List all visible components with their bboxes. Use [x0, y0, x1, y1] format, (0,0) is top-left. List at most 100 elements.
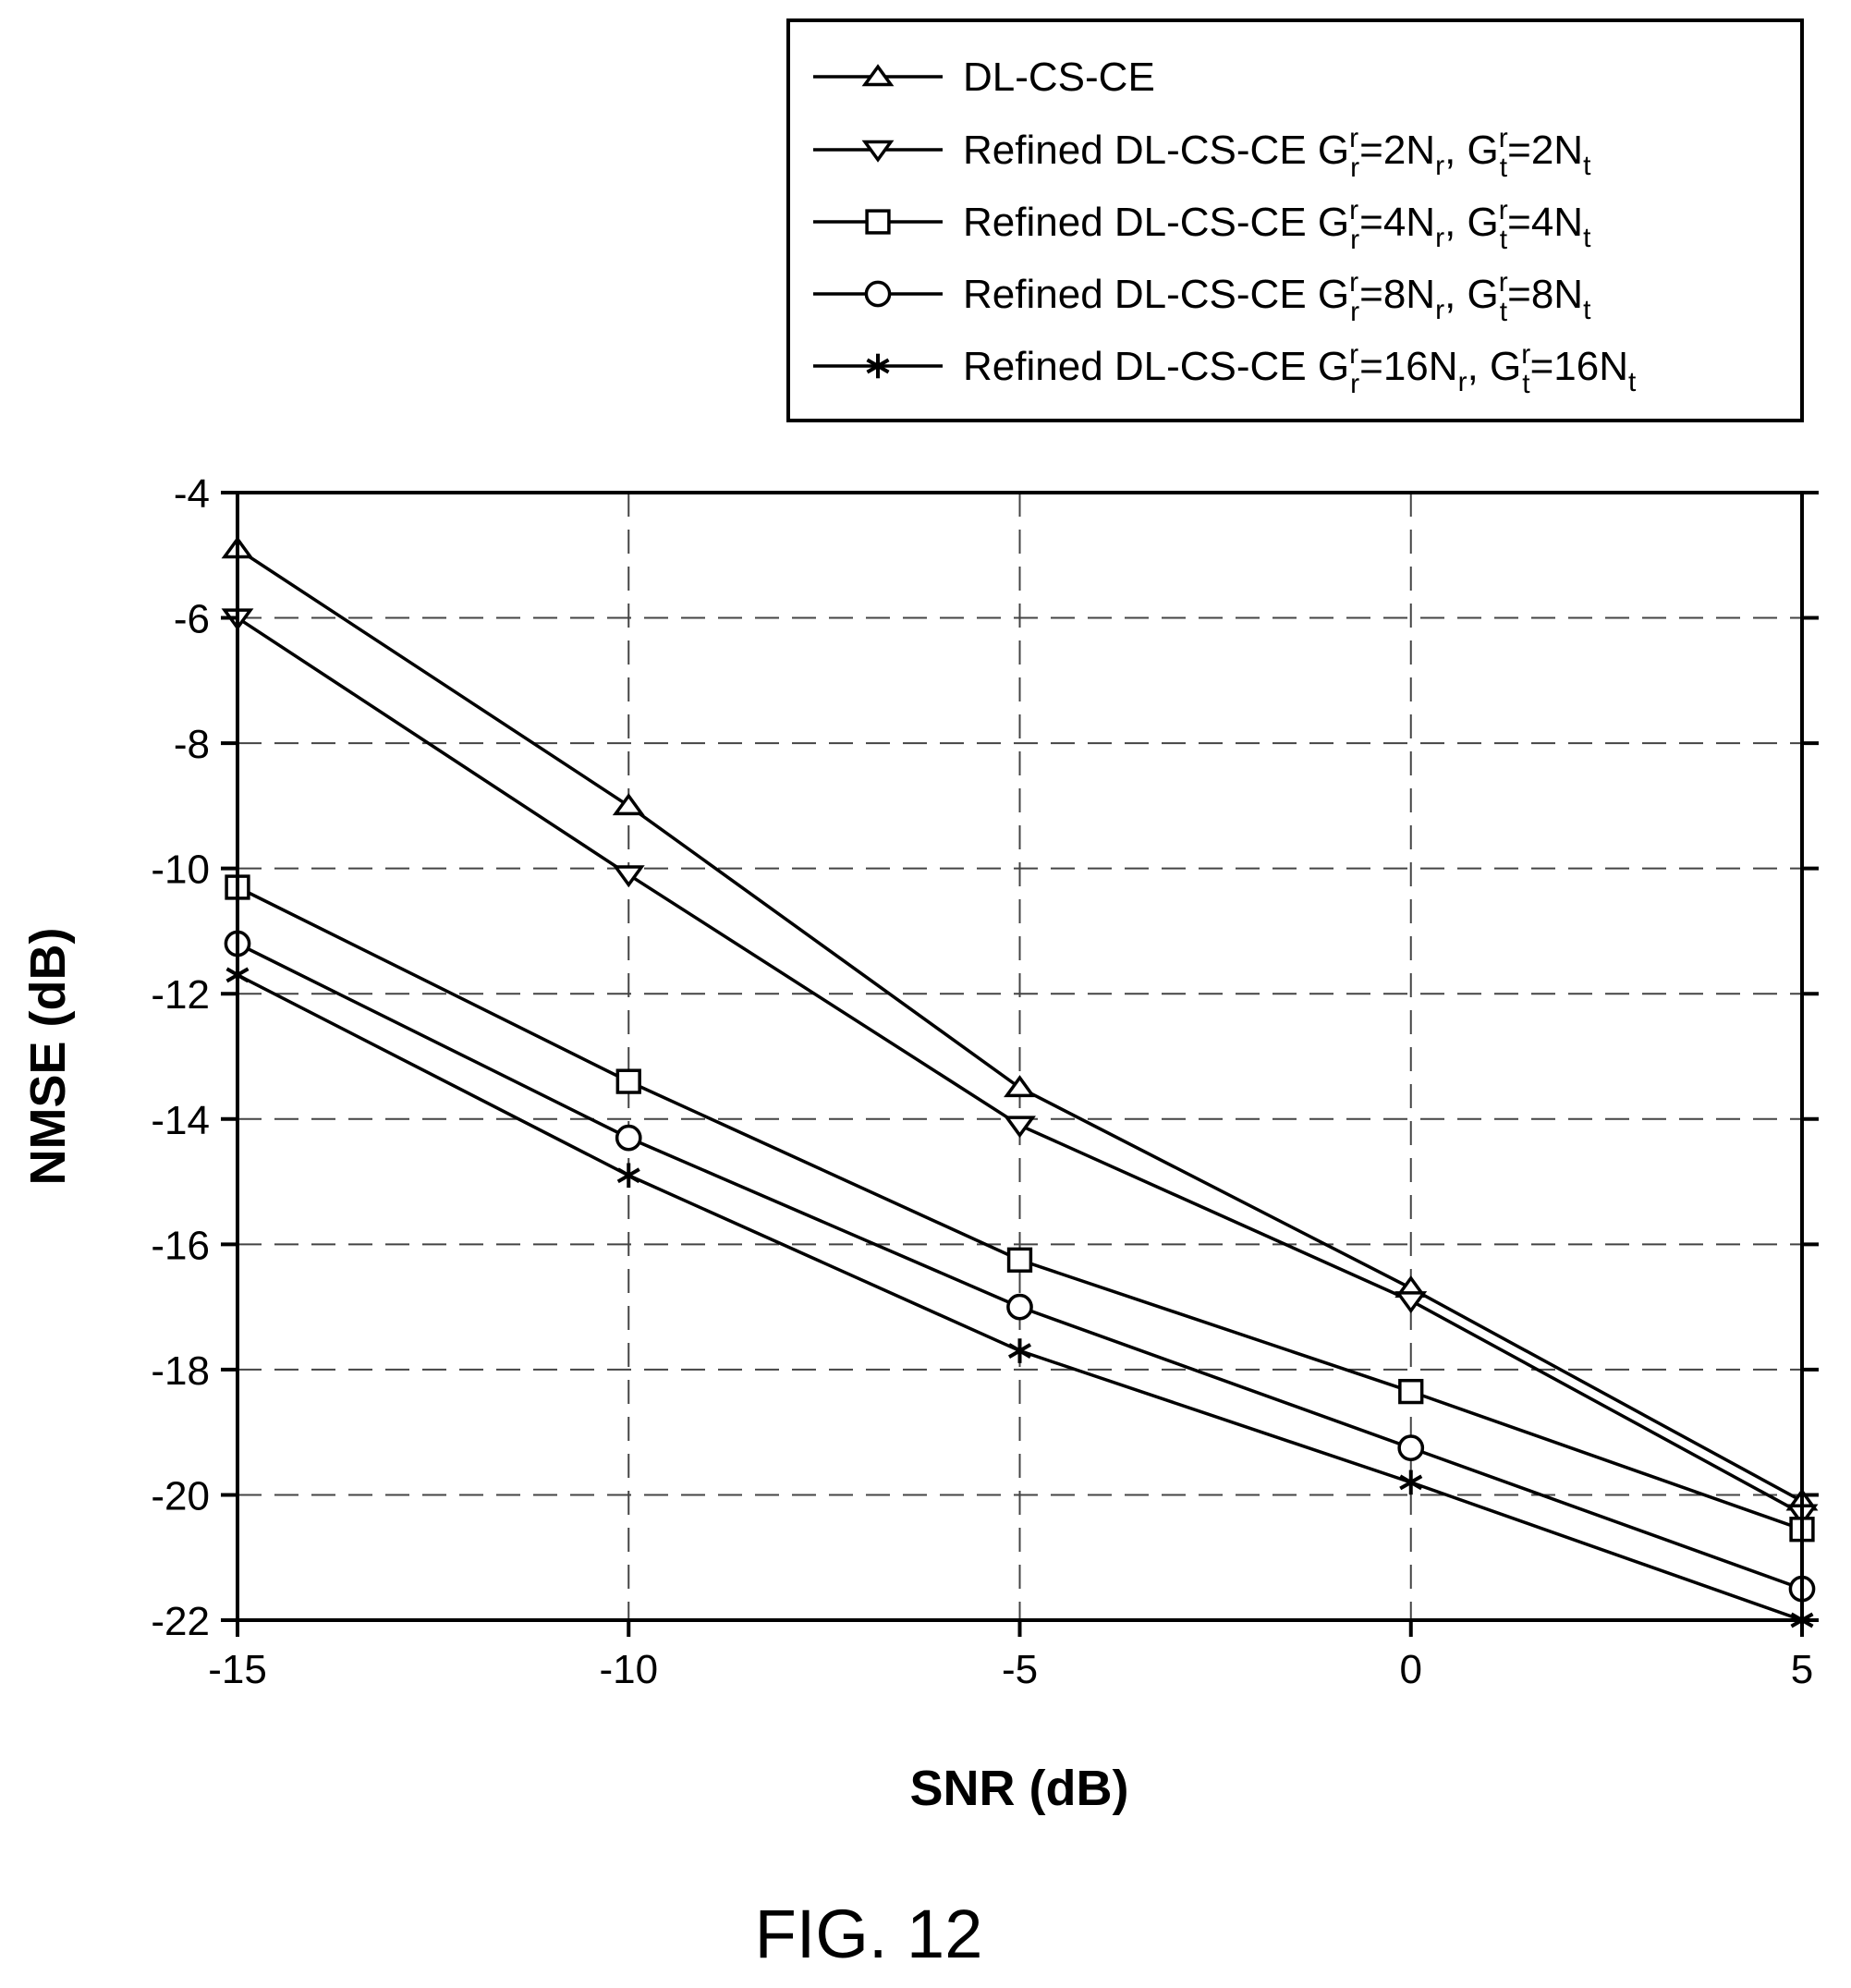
marker-square [615, 1068, 641, 1094]
legend-label-part: r [1499, 195, 1508, 226]
legend-label-part: r [1349, 123, 1358, 153]
legend-label-part: Refined DL-CS-CE G [963, 344, 1349, 389]
legend-label-part: =2N [1359, 128, 1435, 173]
y-tick-label: -6 [174, 597, 210, 642]
legend-label-part: , G [1444, 200, 1499, 245]
data-series [221, 536, 1819, 1633]
figure-label: FIG. 12 [755, 1896, 983, 1972]
legend-label-part: r [1499, 267, 1508, 298]
marker-asterisk [616, 1163, 640, 1189]
series-5 [225, 962, 1814, 1633]
x-tick-label: -5 [1002, 1647, 1038, 1692]
marker-asterisk [1399, 1470, 1423, 1495]
legend-label-part: Refined DL-CS-CE G [963, 128, 1349, 173]
marker-triangle-down [612, 865, 645, 888]
marker-triangle-down [1004, 1116, 1036, 1139]
asterisk-stroke [616, 1167, 640, 1184]
axis-ticks: -4 -6 -8 -10 -12 -14 -16 -18 -20 -22-15 -10 -5 0 5 [151, 471, 1819, 1692]
legend-label-part: r [1435, 295, 1444, 325]
x-tick-label: 5 [1791, 1647, 1813, 1692]
legend-label-part: r [1350, 225, 1359, 255]
marker-triangle-down [1394, 1291, 1428, 1314]
y-tick-label: -20 [151, 1473, 210, 1518]
series-4 [224, 930, 1816, 1603]
y-tick-label: -22 [151, 1599, 210, 1644]
legend-label-part: , G [1467, 344, 1522, 389]
legend-box [786, 18, 1804, 422]
legend-label-part: t [1500, 152, 1508, 183]
x-tick-label: -10 [599, 1647, 658, 1692]
legend-label-part: =2N [1507, 128, 1583, 173]
y-tick-label: -16 [151, 1223, 210, 1268]
legend-label-part: =16N [1530, 344, 1628, 389]
marker-circle [1006, 1293, 1033, 1321]
legend-label-part: =8N [1359, 272, 1435, 317]
legend-label-part: r [1350, 152, 1359, 183]
legend-label-part: t [1583, 295, 1591, 325]
y-tick-label: -8 [174, 722, 210, 767]
legend-label-part: r [1350, 297, 1359, 327]
legend-label-part: t [1500, 225, 1508, 255]
y-axis-label: NMSE (dB) [20, 928, 76, 1186]
marker-circle [615, 1124, 642, 1152]
marker-triangle-up [1004, 1075, 1036, 1098]
legend-label-part: r [1435, 151, 1444, 181]
marker-square [865, 209, 891, 235]
legend-label-part: , G [1444, 128, 1499, 173]
legend-label-part: t [1628, 367, 1637, 397]
legend-label-part: =16N [1359, 344, 1457, 389]
y-tick-label: -4 [174, 471, 210, 517]
grid-lines [237, 493, 1802, 1620]
legend-label-part: Refined DL-CS-CE G [963, 272, 1349, 317]
y-tick-label: -14 [151, 1098, 210, 1143]
marker-asterisk [866, 353, 890, 379]
legend-entry-2: Refined DL-CS-CE Gr r=2Nr, Gr t=2Nt [813, 123, 1591, 183]
marker-square [1398, 1378, 1424, 1405]
asterisk-stroke [1007, 1343, 1032, 1359]
legend-entry-3: Refined DL-CS-CE Gr r=4Nr, Gr t=4Nt [813, 195, 1591, 255]
marker-square [1006, 1247, 1033, 1273]
marker-triangle-up [612, 793, 645, 816]
legend-entry-4: Refined DL-CS-CE Gr r=8Nr, Gr t=8Nt [813, 267, 1591, 327]
asterisk-stroke [866, 358, 890, 374]
legend-entry-5: Refined DL-CS-CE Gr r=16Nr, Gr t=16Nt [813, 339, 1637, 399]
legend-label: Refined DL-CS-CE Gr r=8Nr, Gr t=8Nt [963, 267, 1591, 327]
legend-label-part: r [1499, 123, 1508, 153]
legend-label-part: Refined DL-CS-CE G [963, 200, 1349, 245]
marker-triangle-down [861, 140, 895, 163]
marker-circle [864, 280, 892, 308]
legend-label: Refined DL-CS-CE Gr r=4Nr, Gr t=4Nt [963, 195, 1591, 255]
y-tick-label: -18 [151, 1348, 210, 1394]
legend-label-part: =4N [1359, 200, 1435, 245]
legend-label-part: =8N [1507, 272, 1583, 317]
asterisk-stroke [1399, 1474, 1423, 1491]
legend-label-part: t [1522, 369, 1530, 399]
legend-entry-1: DL-CS-CE [813, 55, 1155, 100]
legend-label: Refined DL-CS-CE Gr r=16Nr, Gr t=16Nt [963, 339, 1637, 399]
legend-label-part: r [1521, 339, 1530, 370]
marker-asterisk [1007, 1338, 1032, 1363]
x-tick-label: 0 [1400, 1647, 1422, 1692]
y-tick-label: -10 [151, 848, 210, 893]
legend-label-part: r [1349, 195, 1358, 226]
legend-label-part: r [1458, 367, 1467, 397]
legend-label-part: r [1350, 369, 1359, 399]
x-tick-label: -15 [208, 1647, 267, 1692]
legend-label-part: t [1500, 297, 1508, 327]
marker-circle [1397, 1434, 1425, 1461]
legend-label-part: t [1583, 151, 1591, 181]
series-3 [225, 874, 1815, 1543]
legend-label: Refined DL-CS-CE Gr r=2Nr, Gr t=2Nt [963, 123, 1591, 183]
legend-label-part: r [1435, 223, 1444, 253]
x-axis-label: SNR (dB) [910, 1761, 1129, 1816]
legend-label-part: =4N [1507, 200, 1583, 245]
legend-label-part: t [1583, 223, 1591, 253]
legend-label: DL-CS-CE [963, 55, 1155, 100]
legend-label-part: r [1349, 339, 1358, 370]
y-tick-label: -12 [151, 972, 210, 1018]
marker-triangle-up [861, 64, 895, 87]
legend-label-part: , G [1444, 272, 1499, 317]
legend-label-part: r [1349, 267, 1358, 298]
